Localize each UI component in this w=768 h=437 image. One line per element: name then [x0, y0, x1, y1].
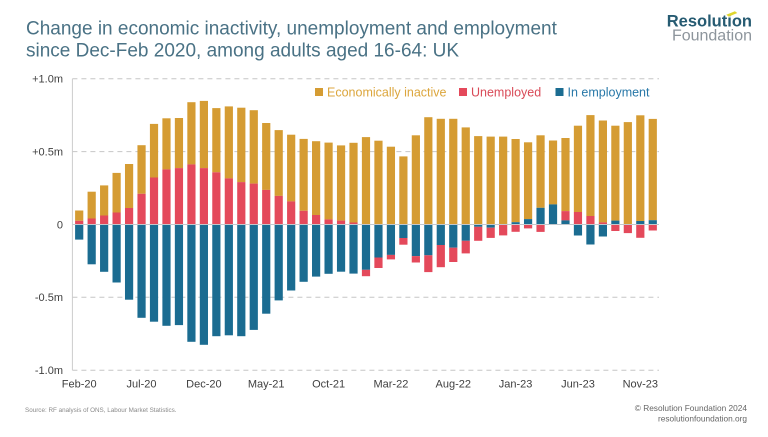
svg-text:Oct-21: Oct-21: [312, 379, 345, 391]
svg-text:Change in economic inactivity,: Change in economic inactivity, unemploym…: [26, 19, 558, 40]
svg-text:Unemployed: Unemployed: [471, 86, 541, 100]
svg-text:since Dec-Feb 2020, among adul: since Dec-Feb 2020, among adults aged 16…: [26, 41, 459, 62]
svg-text:Jan-23: Jan-23: [499, 379, 533, 391]
svg-text:resolutionfoundation.org: resolutionfoundation.org: [658, 414, 747, 424]
svg-text:Nov-23: Nov-23: [623, 379, 658, 391]
svg-text:Jun-23: Jun-23: [561, 379, 595, 391]
svg-text:-1.0m: -1.0m: [35, 365, 63, 377]
svg-text:+1.0m: +1.0m: [32, 74, 63, 86]
svg-text:Feb-20: Feb-20: [62, 379, 97, 391]
svg-text:Resolution: Resolution: [667, 13, 752, 31]
svg-text:Source: RF analysis of ONS, La: Source: RF analysis of ONS, Labour Marke…: [25, 407, 177, 414]
svg-text:May-21: May-21: [248, 379, 285, 391]
svg-text:In employment: In employment: [568, 86, 651, 100]
svg-text:0: 0: [57, 219, 63, 231]
svg-text:+0.5m: +0.5m: [32, 146, 63, 158]
svg-text:Dec-20: Dec-20: [186, 379, 221, 391]
svg-text:© Resolution Foundation 2024: © Resolution Foundation 2024: [635, 403, 748, 413]
svg-text:Aug-22: Aug-22: [436, 379, 471, 391]
svg-text:Mar-22: Mar-22: [373, 379, 408, 391]
svg-text:Foundation: Foundation: [672, 28, 752, 45]
svg-text:Economically inactive: Economically inactive: [327, 86, 447, 100]
svg-text:-0.5m: -0.5m: [35, 292, 63, 304]
svg-text:Jul-20: Jul-20: [127, 379, 157, 391]
